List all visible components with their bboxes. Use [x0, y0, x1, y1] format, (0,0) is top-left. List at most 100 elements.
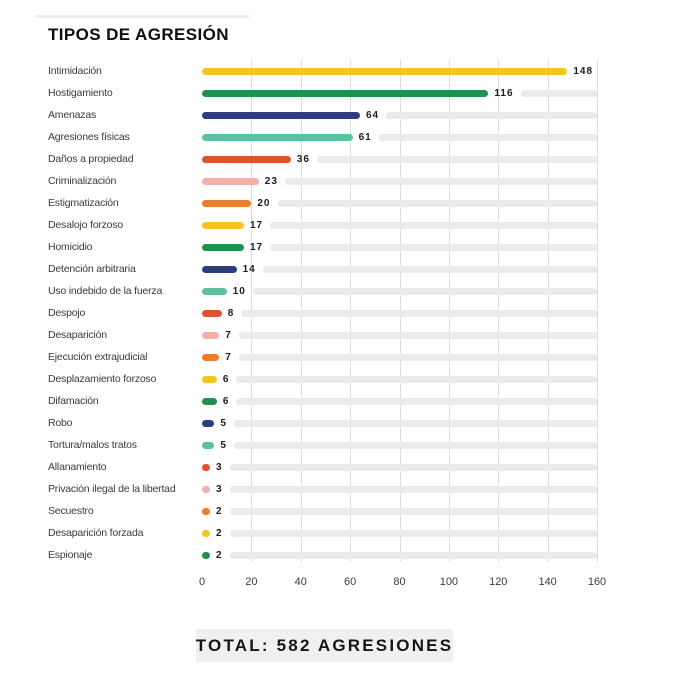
- category-label: Hostigamiento: [48, 87, 113, 99]
- category-label: Homicidio: [48, 241, 93, 253]
- bar-row: Desaparición forzada 2: [48, 522, 597, 544]
- category-label: Desaparición forzada: [48, 527, 144, 539]
- value-label: 3: [216, 461, 223, 473]
- value-label: 2: [216, 505, 223, 517]
- bar-plot-area: 10: [202, 280, 597, 302]
- bar-row: Agresiones físicas 61: [48, 126, 597, 148]
- bar-track: [229, 551, 597, 559]
- value-label: 20: [257, 197, 271, 209]
- chart-title: TIPOS DE AGRESIÓN: [48, 25, 229, 44]
- bar-chart: Intimidación 148 Hostigamiento 116 Amenazas 6…: [48, 60, 606, 600]
- bar: [202, 463, 210, 471]
- bar: [202, 331, 220, 339]
- value-label: 36: [296, 153, 310, 165]
- bar: [202, 111, 360, 119]
- bar-row: Allanamiento 3: [48, 456, 597, 478]
- bar-track: [229, 529, 597, 537]
- bar-track: [270, 221, 597, 229]
- x-axis-tick-label: 80: [393, 576, 406, 588]
- bar-row: Espionaje 2: [48, 544, 597, 566]
- bar-row: Homicidio 17: [48, 236, 597, 258]
- bar-plot-area: 6: [202, 390, 597, 412]
- bar-plot-area: 17: [202, 236, 597, 258]
- bar-row: Difamación 6: [48, 390, 597, 412]
- value-label: 2: [216, 549, 223, 561]
- value-label: 17: [249, 241, 264, 253]
- bar: [202, 507, 210, 515]
- bar: [202, 309, 222, 317]
- bar: [202, 133, 353, 141]
- x-axis-tick-label: 120: [489, 576, 508, 588]
- bar: [202, 177, 259, 185]
- bar-row: Secuestro 2: [48, 500, 597, 522]
- bar: [202, 353, 220, 361]
- category-label: Robo: [48, 417, 73, 429]
- category-label: Daños a propiedad: [48, 153, 134, 165]
- value-label: 7: [225, 329, 232, 341]
- value-label: 6: [222, 395, 230, 407]
- bar-plot-area: 116: [202, 82, 597, 104]
- bar: [202, 221, 244, 229]
- bar-track: [270, 243, 597, 251]
- bar-track: [229, 463, 597, 471]
- category-label: Uso indebido de la fuerza: [48, 285, 163, 297]
- category-label: Desaparición: [48, 329, 107, 341]
- bar-plot-area: 8: [202, 302, 597, 324]
- bar-track: [229, 507, 597, 515]
- x-axis-tick-label: 140: [538, 576, 557, 588]
- value-label: 64: [366, 109, 380, 121]
- value-label: 148: [573, 65, 594, 77]
- category-label: Intimidación: [48, 65, 102, 77]
- bar-row: Uso indebido de la fuerza 10: [48, 280, 597, 302]
- x-axis-tick-label: 60: [344, 576, 357, 588]
- bar-plot-area: 5: [202, 434, 597, 456]
- bar-track: [317, 155, 597, 163]
- category-label: Despojo: [48, 307, 86, 319]
- bar-row: Ejecución extrajudicial 7: [48, 346, 597, 368]
- value-label: 3: [216, 483, 223, 495]
- bar-plot-area: 6: [202, 368, 597, 390]
- bar: [202, 155, 291, 163]
- bar-row: Hostigamiento 116: [48, 82, 597, 104]
- bar-track: [238, 331, 597, 339]
- category-label: Criminalización: [48, 175, 117, 187]
- bar-track: [236, 375, 597, 383]
- bar-row: Privación ilegal de la libertad 3: [48, 478, 597, 500]
- category-label: Privación ilegal de la libertad: [48, 483, 176, 495]
- bar-row: Detención arbitraria 14: [48, 258, 597, 280]
- category-label: Espionaje: [48, 549, 93, 561]
- value-label: 14: [242, 263, 256, 275]
- bar-track: [262, 265, 597, 273]
- bar-plot-area: 2: [202, 500, 597, 522]
- value-label: 17: [249, 219, 264, 231]
- bar-plot-area: 7: [202, 346, 597, 368]
- bar-track: [386, 111, 597, 119]
- chart-rows: Intimidación 148 Hostigamiento 116 Amenazas 6…: [48, 60, 597, 566]
- total-label: TOTAL: 582 AGRESIONES: [195, 635, 454, 655]
- value-label: 2: [216, 527, 223, 539]
- category-label: Agresiones físicas: [48, 131, 130, 143]
- bar-row: Despojo 8: [48, 302, 597, 324]
- value-label: 116: [494, 87, 514, 99]
- bar-row: Desplazamiento forzoso 6: [48, 368, 597, 390]
- value-label: 23: [264, 175, 278, 187]
- bar: [202, 397, 217, 405]
- bar-track: [378, 133, 597, 141]
- bar-track: [233, 419, 597, 427]
- bar-row: Daños a propiedad 36: [48, 148, 597, 170]
- value-label: 10: [232, 285, 246, 297]
- bar-plot-area: 23: [202, 170, 597, 192]
- x-axis-tick-label: 20: [245, 576, 258, 588]
- page-edge-artifact: [35, 15, 249, 18]
- category-label: Amenazas: [48, 109, 97, 121]
- bar-track: [229, 485, 597, 493]
- bar: [202, 287, 227, 295]
- category-label: Ejecución extrajudicial: [48, 351, 148, 363]
- bar: [202, 375, 217, 383]
- bar: [202, 441, 215, 449]
- bar-plot-area: 64: [202, 104, 597, 126]
- bar: [202, 419, 215, 427]
- bar-plot-area: 20: [202, 192, 597, 214]
- category-label: Estigmatización: [48, 197, 119, 209]
